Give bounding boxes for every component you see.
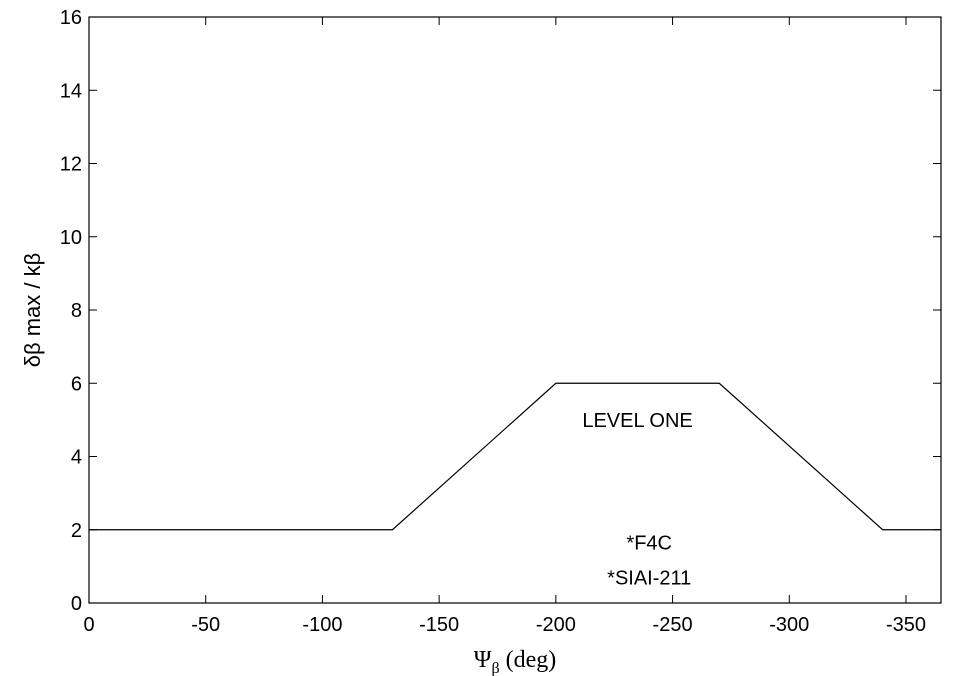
- y-tick-label: 8: [71, 300, 82, 322]
- y-tick-label: 6: [71, 373, 82, 395]
- x-axis-label-symbol: Ψ: [474, 647, 492, 673]
- y-axis: 0 2 4 6 8 10 12 14 16: [60, 7, 941, 615]
- x-tick-label: -300: [769, 614, 809, 636]
- annotation-label: *SIAI-211: [607, 567, 691, 589]
- x-axis-label-subscript: β: [491, 660, 499, 676]
- x-tick-label: -150: [419, 614, 459, 636]
- annotation-label: *F4C: [626, 533, 672, 555]
- x-tick-label: -50: [191, 614, 220, 636]
- x-tick-label: 0: [83, 614, 94, 636]
- y-tick-label: 14: [60, 80, 82, 102]
- y-axis-label: δβ max / kβ: [20, 253, 45, 368]
- y-tick-label: 4: [71, 447, 82, 469]
- y-tick-label: 16: [60, 7, 82, 29]
- x-axis-label: Ψβ (deg): [474, 647, 557, 676]
- x-tick-label: -350: [886, 614, 926, 636]
- plot-frame: [88, 16, 942, 604]
- annotation-label: LEVEL ONE: [582, 410, 692, 432]
- y-tick-label: 2: [71, 520, 82, 542]
- x-axis: 0 -50 -100 -150 -200 -250 -300 -350: [83, 17, 926, 636]
- series-line: [89, 382, 941, 531]
- plot-area: [88, 16, 942, 604]
- y-tick-label: 10: [60, 227, 82, 249]
- annotations: LEVEL ONE *F4C *SIAI-211: [582, 410, 692, 589]
- x-tick-label: -100: [302, 614, 342, 636]
- series-group: [89, 382, 941, 531]
- y-tick-label: 12: [60, 154, 82, 176]
- x-tick-label: -200: [536, 614, 576, 636]
- y-tick-label: 0: [71, 593, 82, 615]
- x-tick-label: -250: [653, 614, 693, 636]
- x-axis-label-unit: (deg): [500, 647, 557, 673]
